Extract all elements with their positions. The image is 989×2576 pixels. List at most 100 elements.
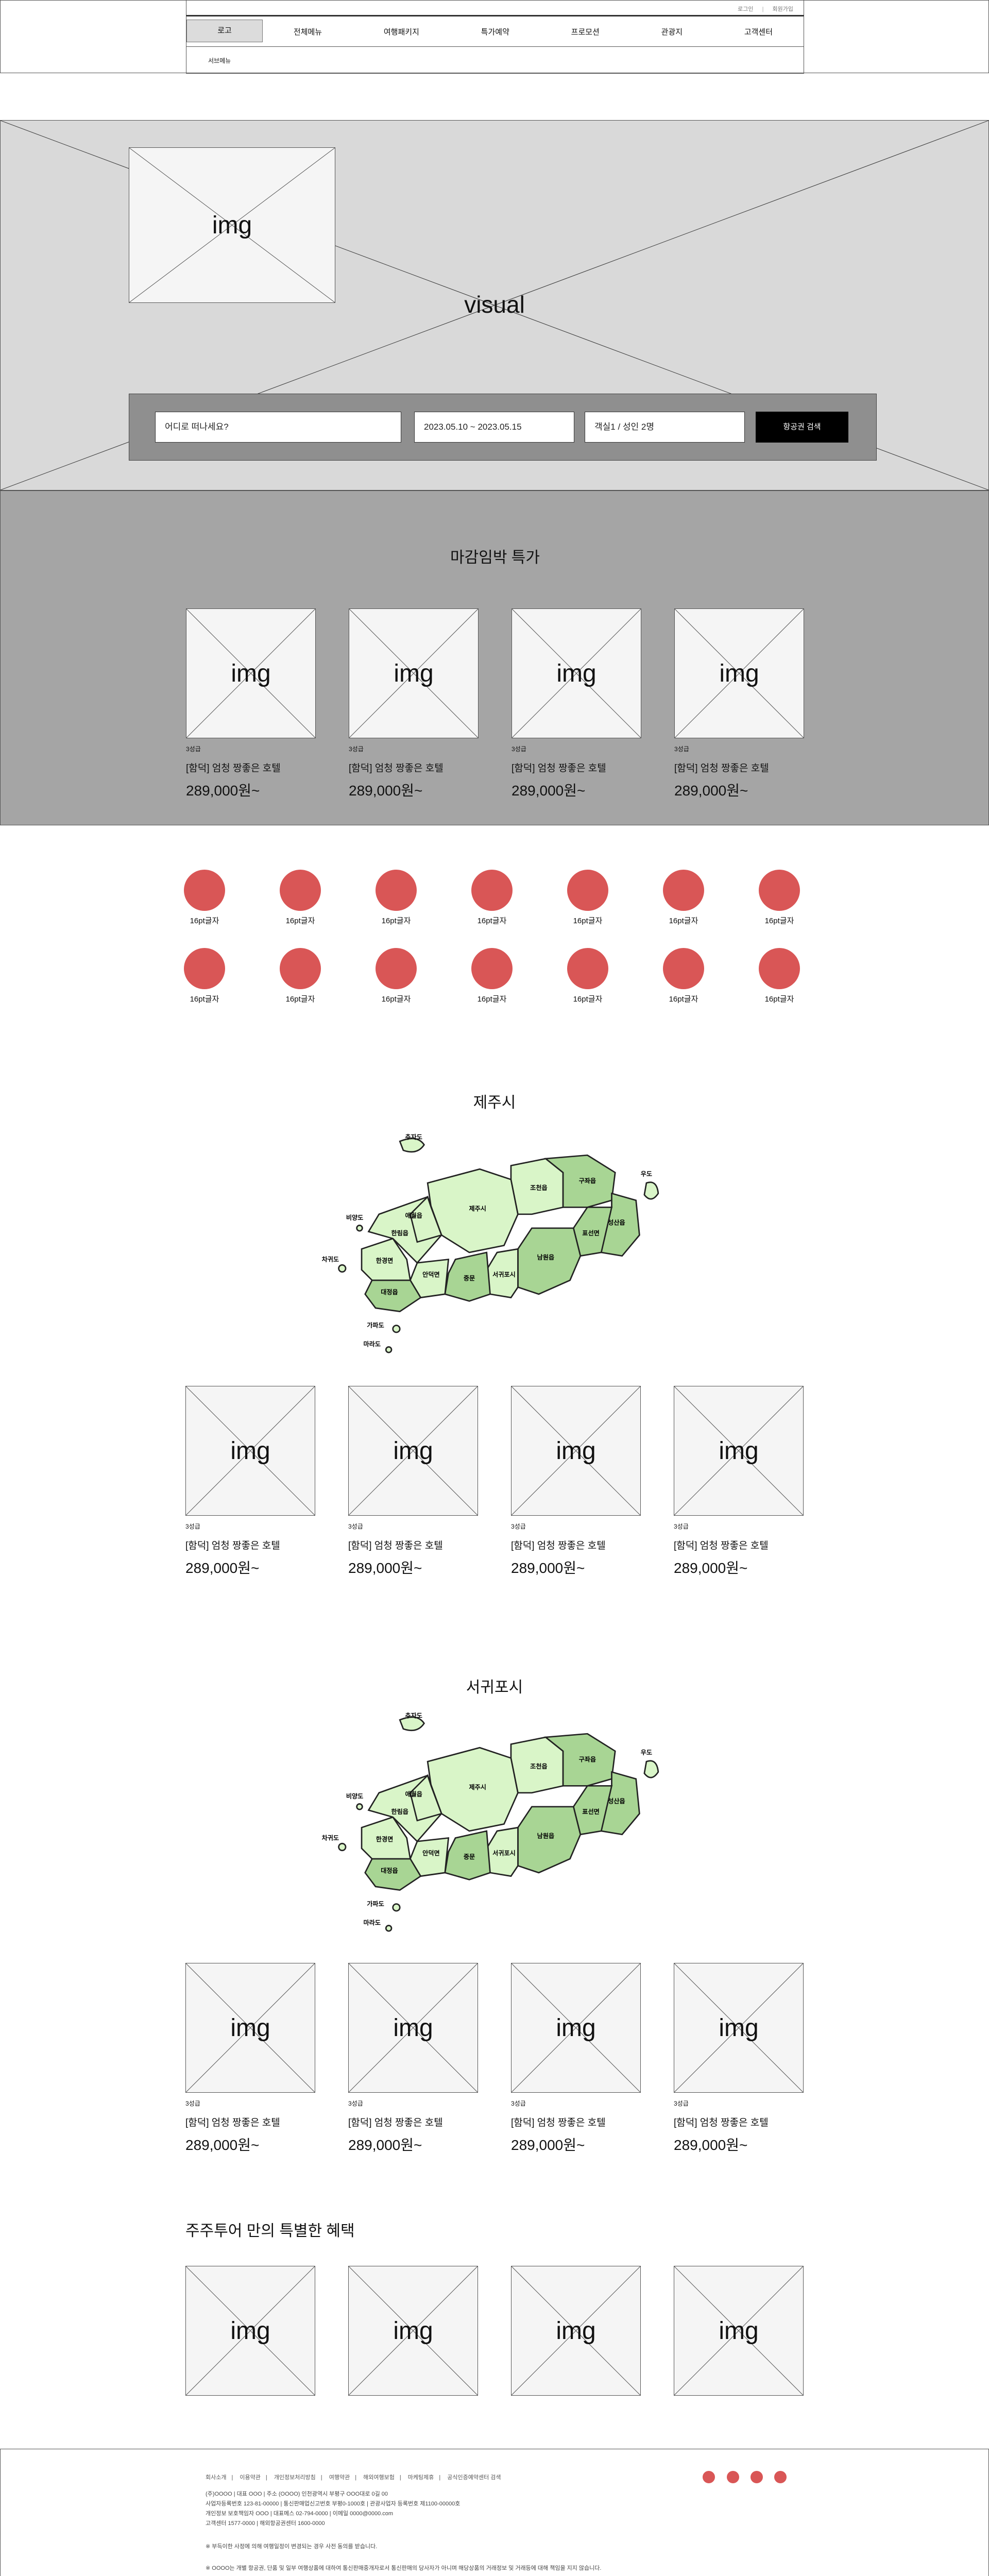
map-island[interactable] <box>643 1181 659 1200</box>
map-region[interactable] <box>409 1258 450 1299</box>
category-item[interactable]: 16pt글자 <box>181 870 228 926</box>
signup-link[interactable]: 회원가입 <box>772 6 793 12</box>
nav-item-attractions[interactable]: 관광지 <box>661 27 683 37</box>
category-item[interactable]: 16pt글자 <box>373 870 419 926</box>
product-card[interactable]: img 3성급 [함덕] 엄청 짱좋은 호텔 289,000원~ <box>674 1386 804 1578</box>
category-item[interactable]: 16pt글자 <box>565 870 611 926</box>
category-item[interactable]: 16pt글자 <box>181 948 228 1004</box>
hotel-name[interactable]: [함덕] 엄청 짱좋은 호텔 <box>186 763 281 774</box>
map-island[interactable] <box>392 1325 401 1333</box>
logo[interactable]: 로고 <box>186 20 263 42</box>
benefit-card[interactable]: img <box>511 2266 641 2396</box>
map-region[interactable] <box>572 1206 613 1257</box>
hotel-name[interactable]: [함덕] 엄청 짱좋은 호텔 <box>349 763 444 774</box>
product-card[interactable]: img 3성급 [함덕] 엄청 짱좋은 호텔 289,000원~ <box>511 1386 641 1578</box>
map-region[interactable] <box>444 1251 491 1302</box>
map-region[interactable] <box>517 1806 582 1874</box>
hotel-name[interactable]: [함덕] 엄청 짱좋은 호텔 <box>185 1540 280 1551</box>
map-region[interactable] <box>543 1154 616 1208</box>
flight-search-button[interactable]: 항공권 검색 <box>756 412 848 443</box>
product-card[interactable]: img 3성급 [함덕] 엄청 짱좋은 호텔 289,000원~ <box>348 1386 478 1578</box>
category-item[interactable]: 16pt글자 <box>756 948 803 1004</box>
jeju-map[interactable]: 제주시 조천읍 구좌읍 성산읍 표선면 남원읍 서귀포시 중문 안덕면 대정읍 한경면 한림읍 애월읍 추… <box>322 1131 672 1360</box>
category-item[interactable]: 16pt글자 <box>277 870 323 926</box>
product-image[interactable]: img <box>674 608 804 738</box>
nav-item-all-menu[interactable]: 전체메뉴 <box>293 27 322 37</box>
footer-link[interactable]: 여행약관 <box>329 2475 350 2481</box>
product-image[interactable]: img <box>348 1386 478 1516</box>
nav-item-customer-center[interactable]: 고객센터 <box>744 27 773 37</box>
footer-link[interactable]: 마케팅제휴 <box>407 2475 434 2481</box>
product-image[interactable]: img <box>511 1963 641 2093</box>
map-island[interactable] <box>385 1925 393 1932</box>
benefit-card[interactable]: img <box>348 2266 478 2396</box>
hotel-name[interactable]: [함덕] 엄청 짱좋은 호텔 <box>511 763 606 774</box>
footer-link[interactable]: 회사소개 <box>206 2475 227 2481</box>
hotel-name[interactable]: [함덕] 엄청 짱좋은 호텔 <box>185 2117 280 2128</box>
map-region[interactable] <box>364 1279 422 1313</box>
product-image[interactable]: img <box>349 608 479 738</box>
category-item[interactable]: 16pt글자 <box>756 870 803 926</box>
benefit-image[interactable]: img <box>511 2266 641 2396</box>
product-image[interactable]: img <box>185 1386 315 1516</box>
benefit-image[interactable]: img <box>348 2266 478 2396</box>
jeju-map[interactable]: 제주시 조천읍 구좌읍 성산읍 표선면 남원읍 서귀포시 중문 안덕면 대정읍 한경면 한림읍 애월읍 추… <box>322 1709 672 1939</box>
hotel-name[interactable]: [함덕] 엄청 짱좋은 호텔 <box>674 2117 769 2128</box>
hotel-name[interactable]: [함덕] 엄청 짱좋은 호텔 <box>674 763 769 774</box>
nav-item-promotion[interactable]: 프로모션 <box>571 27 600 37</box>
category-item[interactable]: 16pt글자 <box>469 948 515 1004</box>
date-range-input[interactable]: 2023.05.10 ~ 2023.05.15 <box>414 412 574 443</box>
product-image[interactable]: img <box>348 1963 478 2093</box>
map-island[interactable] <box>338 1264 347 1273</box>
map-island[interactable] <box>643 1760 659 1778</box>
hotel-name[interactable]: [함덕] 엄청 짱좋은 호텔 <box>348 2117 443 2128</box>
footer-link[interactable]: 이용약관 <box>240 2475 261 2481</box>
map-region[interactable] <box>409 1774 442 1822</box>
product-card[interactable]: img 3성급 [함덕] 엄청 짱좋은 호텔 289,000원~ <box>186 608 316 800</box>
guest-select[interactable]: 객실1 / 성인 2명 <box>585 412 745 443</box>
map-region[interactable] <box>409 1837 450 1877</box>
map-region[interactable] <box>444 1830 491 1880</box>
map-region[interactable] <box>409 1195 442 1243</box>
hotel-name[interactable]: [함덕] 엄청 짱좋은 호텔 <box>674 1540 769 1551</box>
product-card[interactable]: img 3성급 [함덕] 엄청 짱좋은 호텔 289,000원~ <box>511 1963 641 2155</box>
map-region[interactable] <box>364 1858 422 1891</box>
footer-link[interactable]: 해외여행보험 <box>363 2475 395 2481</box>
benefit-card[interactable]: img <box>674 2266 804 2396</box>
category-item[interactable]: 16pt글자 <box>373 948 419 1004</box>
map-island[interactable] <box>338 1842 347 1852</box>
login-link[interactable]: 로그인 <box>738 6 754 12</box>
map-island[interactable] <box>385 1346 393 1353</box>
sub-menu-label[interactable]: 서브메뉴 <box>208 57 231 64</box>
product-image[interactable]: img <box>186 608 316 738</box>
sns-icon[interactable] <box>727 2471 739 2483</box>
category-item[interactable]: 16pt글자 <box>565 948 611 1004</box>
benefit-image[interactable]: img <box>674 2266 804 2396</box>
category-item[interactable]: 16pt글자 <box>660 948 707 1004</box>
map-region[interactable] <box>543 1733 616 1787</box>
nav-item-travel-package[interactable]: 여행패키지 <box>383 27 419 37</box>
map-island[interactable] <box>399 1138 425 1153</box>
map-island[interactable] <box>392 1903 401 1912</box>
category-item[interactable]: 16pt글자 <box>469 870 515 926</box>
nav-item-special-deal[interactable]: 특가예약 <box>481 27 509 37</box>
product-card[interactable]: img 3성급 [함덕] 엄청 짱좋은 호텔 289,000원~ <box>674 1963 804 2155</box>
footer-link[interactable]: 개인정보처리방침 <box>274 2475 316 2481</box>
product-card[interactable]: img 3성급 [함덕] 엄청 짱좋은 호텔 289,000원~ <box>511 608 641 800</box>
category-item[interactable]: 16pt글자 <box>660 870 707 926</box>
hotel-name[interactable]: [함덕] 엄청 짱좋은 호텔 <box>511 2117 606 2128</box>
product-image[interactable]: img <box>674 1386 804 1516</box>
product-image[interactable]: img <box>511 1386 641 1516</box>
benefit-card[interactable]: img <box>185 2266 315 2396</box>
sns-icon[interactable] <box>751 2471 763 2483</box>
product-card[interactable]: img 3성급 [함덕] 엄청 짱좋은 호텔 289,000원~ <box>349 608 479 800</box>
hotel-name[interactable]: [함덕] 엄청 짱좋은 호텔 <box>511 1540 606 1551</box>
product-image[interactable]: img <box>511 608 641 738</box>
product-image[interactable]: img <box>674 1963 804 2093</box>
product-card[interactable]: img 3성급 [함덕] 엄청 짱좋은 호텔 289,000원~ <box>348 1963 478 2155</box>
category-item[interactable]: 16pt글자 <box>277 948 323 1004</box>
footer-link[interactable]: 공식인증예약센터 검색 <box>447 2475 501 2481</box>
sns-icon[interactable] <box>774 2471 787 2483</box>
destination-input[interactable]: 어디로 떠나세요? <box>155 412 401 443</box>
hotel-name[interactable]: [함덕] 엄청 짱좋은 호텔 <box>348 1540 443 1551</box>
